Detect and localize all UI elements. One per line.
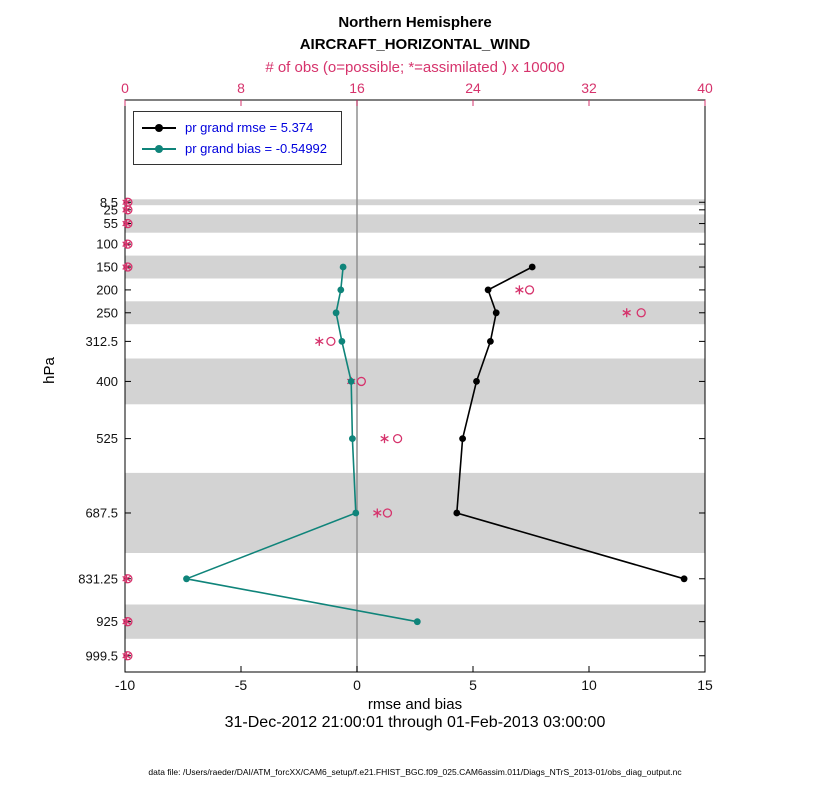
data-file-note: data file: /Users/raeder/DAI/ATM_forcXX/… <box>148 767 682 777</box>
obs-assimilated-marker <box>380 434 389 444</box>
y-tick-label: 831.25 <box>78 571 118 586</box>
bias-point <box>352 509 360 517</box>
y-tick-label: 25 <box>104 202 118 217</box>
rmse-point <box>453 509 461 517</box>
obs-possible-marker <box>356 376 367 387</box>
obs-possible-marker <box>123 262 133 272</box>
obs-tick-label: 32 <box>581 80 597 96</box>
bias-point <box>339 263 347 271</box>
pressure-band <box>125 255 705 279</box>
y-tick-label: 150 <box>96 260 118 275</box>
obs-tick-label: 8 <box>237 80 245 96</box>
legend-marker-dot <box>155 123 163 132</box>
obs-possible-marker <box>524 285 535 295</box>
legend: pr grand rmse = 5.374 pr grand bias = -0… <box>133 111 343 165</box>
obs-tick-label: 40 <box>697 80 713 96</box>
y-tick-label: 100 <box>96 237 118 252</box>
x-tick-label: 0 <box>353 677 361 693</box>
obs-tick-label: 24 <box>465 80 481 96</box>
obs-possible-marker <box>382 508 393 518</box>
legend-line-sample-bias <box>142 144 176 153</box>
x-tick-label: -5 <box>235 677 248 693</box>
y-tick-label: 400 <box>96 374 118 389</box>
legend-line-sample-rmse <box>142 123 176 132</box>
legend-marker-dot <box>155 144 163 153</box>
bias-point <box>332 309 340 317</box>
y-tick-label: 925 <box>96 614 118 629</box>
bias-point <box>413 618 421 626</box>
y-tick-label: 525 <box>96 431 118 446</box>
pressure-band <box>125 472 705 553</box>
legend-label-rmse: pr grand rmse = 5.374 <box>185 120 314 135</box>
obs-possible-marker <box>123 239 133 249</box>
obs-possible-marker <box>326 336 336 347</box>
obs-tick-label: 0 <box>121 80 129 96</box>
y-tick-label: 687.5 <box>85 505 118 520</box>
bias-point <box>349 435 356 442</box>
obs-assimilated-marker <box>373 508 382 518</box>
obs-assimilated-marker <box>315 336 324 346</box>
y-tick-label: 55 <box>104 216 118 231</box>
legend-item-rmse: pr grand rmse = 5.374 <box>142 117 327 138</box>
x-axis-label: rmse and bias <box>367 696 463 713</box>
obs-possible-marker <box>123 205 133 215</box>
chart-subtitle: AIRCRAFT_HORIZONTAL_WIND <box>299 36 531 53</box>
legend-item-bias: pr grand bias = -0.54992 <box>142 138 327 159</box>
time-range-label: 31-Dec-2012 21:00:01 through 01-Feb-2013… <box>224 714 606 731</box>
plot-box <box>124 99 706 673</box>
obs-assimilated-marker <box>622 308 631 318</box>
rmse-point <box>492 309 500 317</box>
bias-point <box>347 378 355 385</box>
pressure-band <box>125 358 705 405</box>
obs-axis-label: # of obs (o=possible; *=assimilated ) x … <box>265 59 565 76</box>
x-tick-label: 15 <box>697 677 713 693</box>
pressure-band <box>125 199 705 206</box>
y-tick-label: 8.5 <box>100 195 118 210</box>
obs-possible-marker <box>123 617 133 627</box>
y-tick-label: 999.5 <box>85 648 118 663</box>
y-tick-label: 200 <box>96 282 118 297</box>
bias-point <box>337 286 345 294</box>
x-tick-label: 10 <box>581 677 597 693</box>
rmse-point <box>528 263 536 271</box>
bias-point <box>183 575 190 583</box>
obs-assimilated-marker <box>515 285 524 295</box>
plot-canvas: -10 -5 0 5 10 150 8 16 24 32 408.52555100150200250… <box>78 80 713 693</box>
obs-possible-marker <box>123 218 133 229</box>
obs-possible-marker <box>636 308 646 318</box>
obs-possible-marker <box>123 574 133 584</box>
bias-point <box>338 338 346 345</box>
chart-title: Northern Hemisphere <box>338 14 492 31</box>
obs-possible-marker <box>392 433 403 444</box>
x-tick-label: 5 <box>469 677 477 693</box>
y-tick-label: 250 <box>96 305 118 320</box>
rmse-point <box>473 378 480 385</box>
pressure-band <box>125 301 705 325</box>
rmse-point <box>484 286 492 294</box>
rmse-point <box>487 338 494 345</box>
y-tick-label: 312.5 <box>85 334 118 349</box>
obs-tick-label: 16 <box>349 80 365 96</box>
legend-label-bias: pr grand bias = -0.54992 <box>185 141 328 156</box>
rmse-point <box>459 435 466 442</box>
obs-possible-marker <box>123 651 133 661</box>
title-block: Northern Hemisphere AIRCRAFT_HORIZONTAL_… <box>0 12 830 79</box>
x-tick-label: -10 <box>115 677 135 693</box>
rmse-point <box>680 575 688 583</box>
pressure-band <box>125 214 705 233</box>
rmse-line <box>455 266 685 580</box>
